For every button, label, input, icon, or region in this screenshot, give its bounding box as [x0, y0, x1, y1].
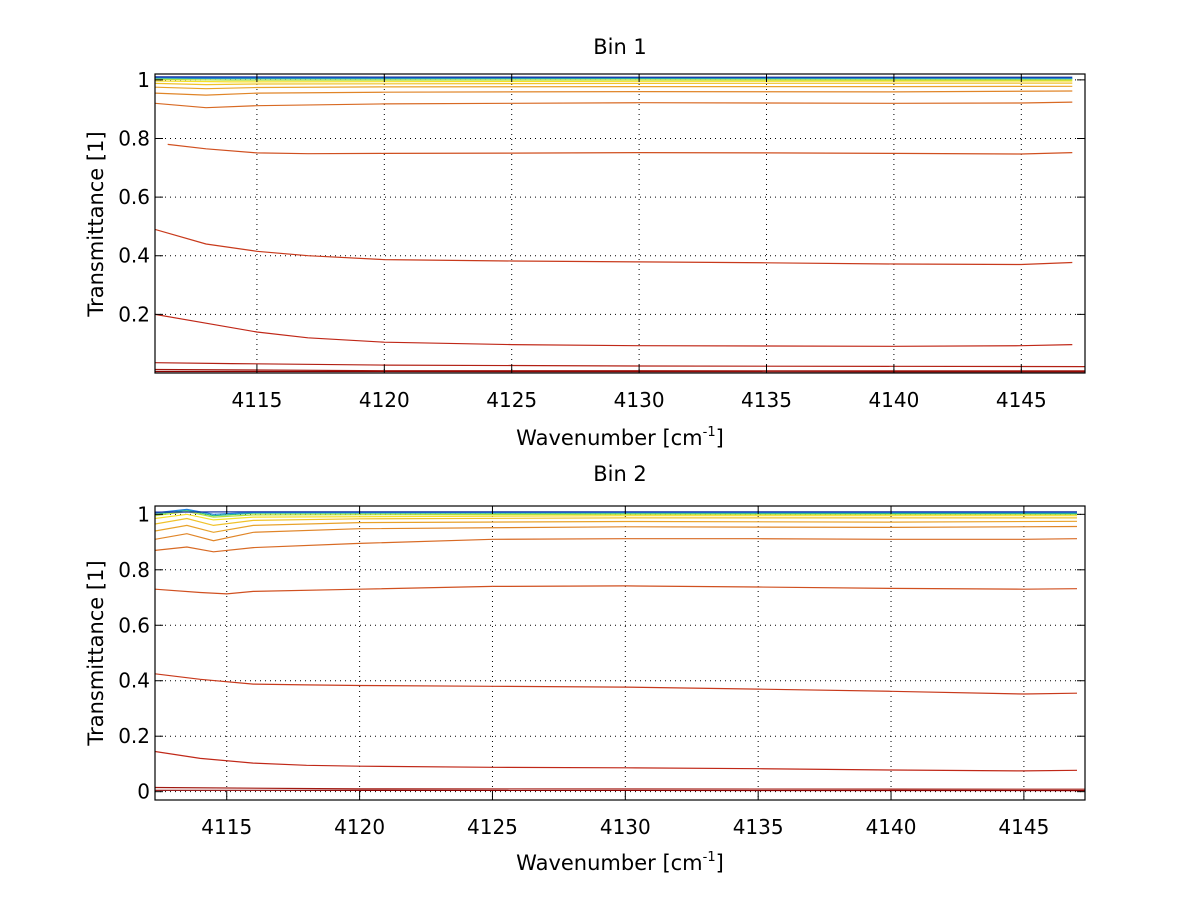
y-axis-label: Transmittance [1]: [84, 131, 108, 317]
plot-title: Bin 2: [593, 462, 647, 486]
series-line-6: [155, 538, 1078, 553]
x-tick-label: 4120: [359, 388, 410, 412]
y-axis-label: Transmittance [1]: [84, 560, 108, 746]
x-tick-label: 4130: [600, 815, 651, 839]
x-tick-label: 4125: [467, 815, 518, 839]
x-tick-label: 4135: [733, 815, 784, 839]
x-tick-label: 4130: [614, 388, 665, 412]
x-tick-label: 4125: [486, 388, 537, 412]
x-axis-label: Wavenumber [cm-1]: [516, 425, 724, 450]
y-tick-label: 0.6: [118, 613, 150, 637]
series-line-7: [155, 525, 1078, 542]
series-line-9: [155, 517, 1077, 527]
y-tick-label: 0.6: [118, 185, 150, 209]
series-line-5: [155, 228, 1073, 266]
x-tick-label: 4140: [866, 815, 917, 839]
series-line-3: [155, 750, 1078, 772]
series-line-6: [167, 143, 1073, 155]
series-line-12: [155, 78, 1073, 81]
y-tick-label: 0.8: [118, 558, 150, 582]
plot-title: Bin 1: [593, 35, 647, 59]
series-line-13: [155, 508, 1078, 515]
series-line-14: [155, 76, 1073, 79]
series-line-10: [155, 82, 1073, 86]
y-tick-label: 0.8: [118, 126, 150, 150]
plot-frame: [154, 505, 1086, 801]
x-tick-label: 4140: [868, 388, 919, 412]
x-tick-label: 4145: [998, 815, 1049, 839]
series-line-5: [155, 585, 1078, 595]
series-line-9: [155, 85, 1073, 90]
y-tick-label: 1: [137, 68, 150, 92]
series-line-11: [155, 80, 1073, 83]
plot-bin-2: Bin 2 4115 4120 4125 4130 4135 4140 4145 0 0.2 0.…: [84, 462, 1086, 875]
y-tick-label: 0: [137, 780, 150, 804]
x-axis-label: Wavenumber [cm-1]: [516, 850, 724, 875]
y-tick-label: 0.4: [118, 669, 150, 693]
series-line-10: [155, 513, 1077, 521]
y-tick-label: 0.2: [118, 302, 150, 326]
x-tick-label: 4115: [231, 388, 282, 412]
series-line-8: [155, 90, 1073, 96]
series-line-4: [155, 673, 1078, 695]
x-tick-label: 4135: [741, 388, 792, 412]
x-tick-label: 4145: [996, 388, 1047, 412]
series-line-2: [155, 786, 1085, 790]
plot-bin-1: Bin 1 4115 4120 4125 4130 4135 4140 4145 0.2 0.4…: [84, 35, 1086, 450]
y-tick-label: 1: [137, 502, 150, 526]
plot-frame: [154, 73, 1086, 374]
series-line-4: [155, 313, 1073, 347]
y-tick-label: 0.2: [118, 724, 150, 748]
series-line-7: [155, 101, 1073, 109]
series-line-8: [155, 520, 1078, 533]
series-line-12: [155, 509, 1078, 517]
x-tick-label: 4120: [334, 815, 385, 839]
y-tick-label: 0.4: [118, 244, 150, 268]
x-tick-label: 4115: [201, 815, 252, 839]
